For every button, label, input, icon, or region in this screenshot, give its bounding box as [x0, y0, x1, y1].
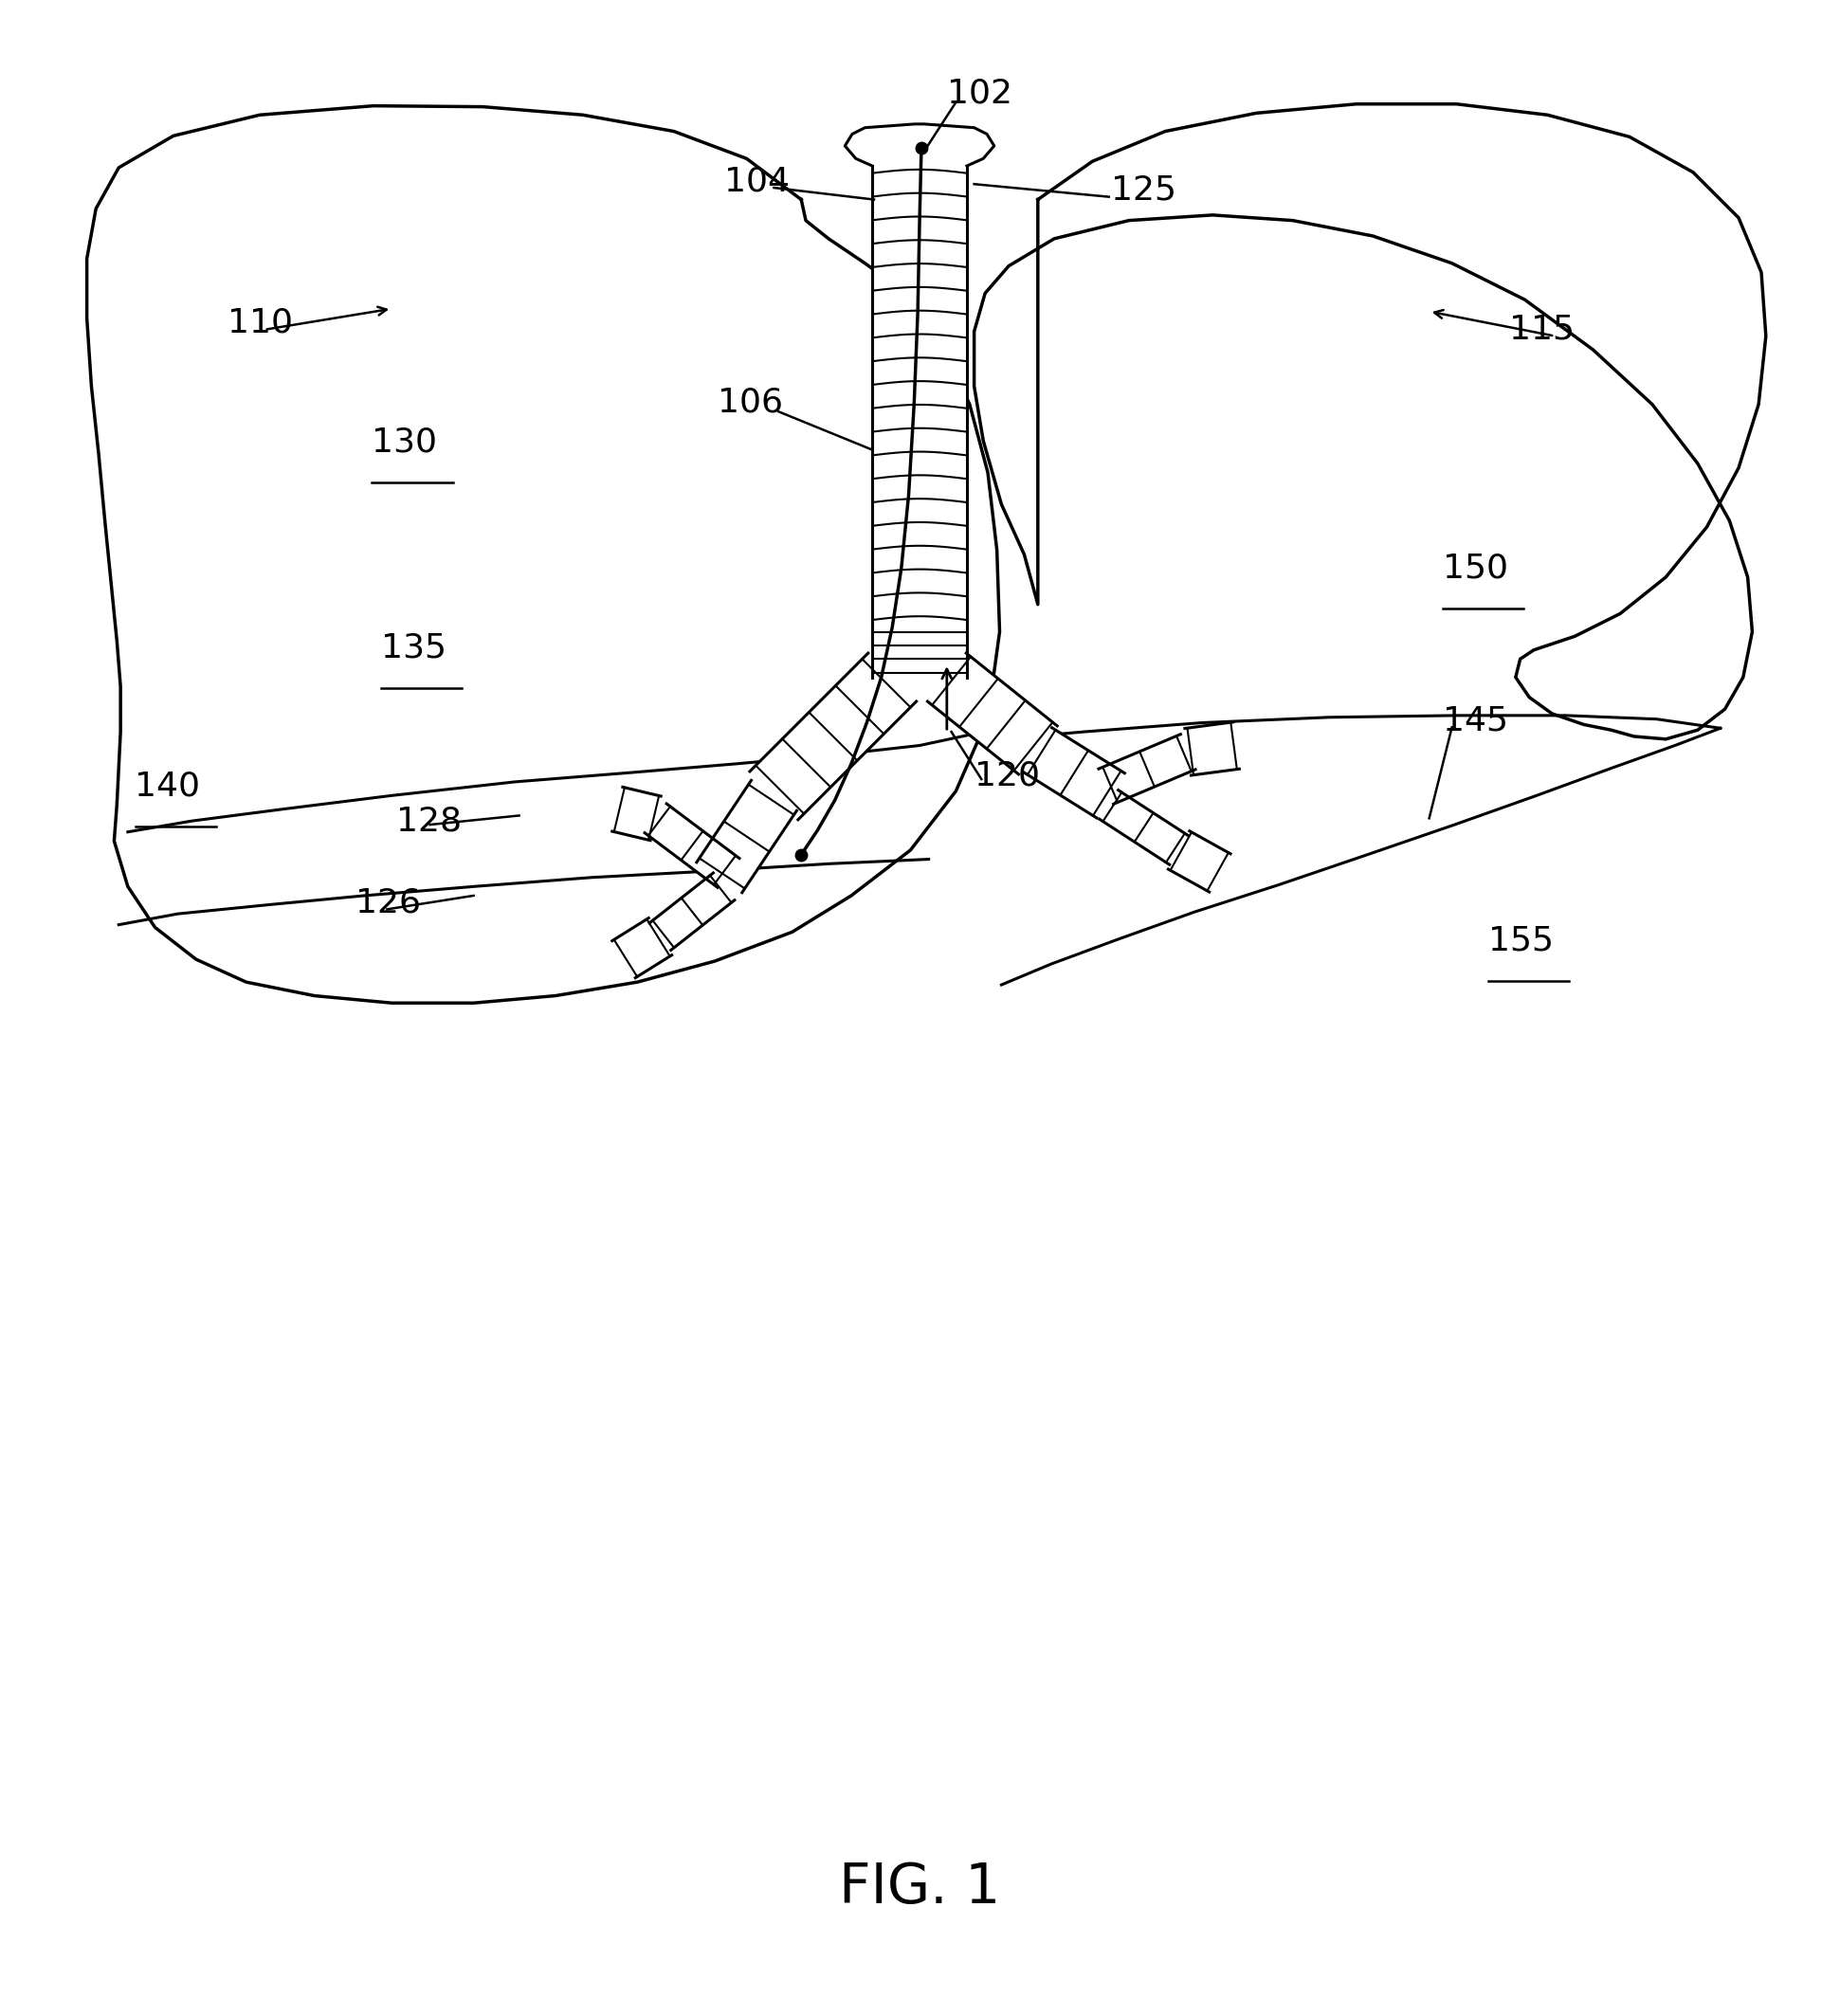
Text: 135: 135: [381, 633, 447, 663]
Text: 125: 125: [1111, 173, 1176, 206]
Polygon shape: [1023, 728, 1124, 818]
Text: FIG. 1: FIG. 1: [839, 1861, 1001, 1915]
Polygon shape: [697, 780, 797, 893]
Polygon shape: [1100, 790, 1189, 865]
Text: 145: 145: [1443, 706, 1509, 738]
Text: 128: 128: [396, 804, 462, 837]
Polygon shape: [1098, 734, 1196, 804]
Text: 110: 110: [228, 306, 293, 339]
Polygon shape: [927, 653, 1058, 774]
Text: 115: 115: [1509, 314, 1575, 347]
Polygon shape: [86, 105, 999, 1004]
Polygon shape: [872, 165, 966, 627]
Polygon shape: [872, 627, 966, 677]
Polygon shape: [1168, 831, 1231, 891]
Polygon shape: [650, 873, 734, 950]
Polygon shape: [1185, 722, 1240, 776]
Text: 150: 150: [1443, 552, 1509, 585]
Text: 120: 120: [973, 760, 1040, 792]
Polygon shape: [751, 653, 916, 821]
Polygon shape: [973, 105, 1766, 740]
Text: 104: 104: [723, 165, 789, 198]
Text: 126: 126: [355, 887, 421, 919]
Text: 102: 102: [948, 77, 1012, 109]
Text: 155: 155: [1489, 925, 1553, 958]
Text: 130: 130: [372, 425, 438, 458]
Polygon shape: [613, 917, 672, 978]
Text: 106: 106: [718, 387, 784, 419]
Text: 140: 140: [134, 770, 201, 802]
Polygon shape: [613, 786, 661, 841]
Polygon shape: [644, 804, 740, 887]
